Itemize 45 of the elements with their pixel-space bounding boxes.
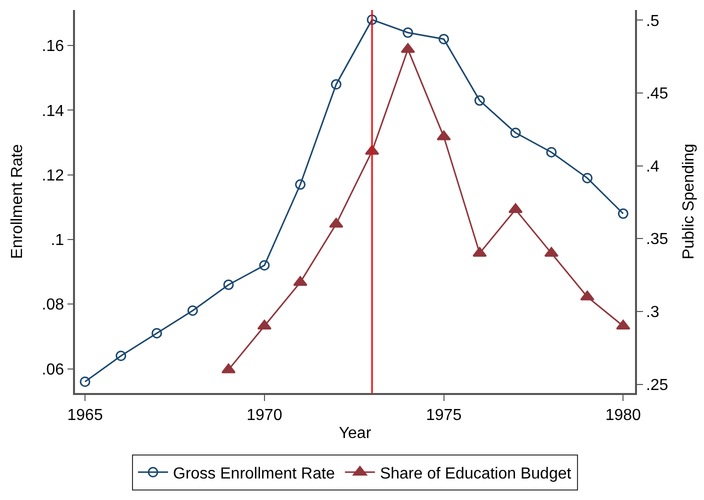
point (474, 95, 485, 106)
point (366, 14, 378, 25)
legend-label: Gross Enrollment Rate (173, 465, 335, 482)
y2-tick-label: .45 (646, 86, 668, 103)
point (221, 363, 236, 374)
point (582, 172, 593, 184)
point (116, 350, 126, 362)
point (508, 203, 523, 214)
point (295, 179, 306, 190)
y2-tick-label: .25 (646, 376, 668, 394)
point (402, 27, 414, 38)
y2-tick-label: .4 (646, 158, 660, 176)
y-tick-label: .16 (42, 38, 64, 56)
point (618, 208, 628, 219)
y-tick-label: .12 (42, 167, 64, 184)
point (187, 305, 198, 316)
y-tick-label: .14 (42, 102, 64, 120)
x-tick-label: 1970 (246, 406, 282, 424)
y2-tick-label: .5 (646, 12, 660, 30)
point (438, 34, 450, 44)
y2-axis-title: Public Spending (680, 144, 698, 260)
y-tick-label: .1 (50, 232, 64, 250)
y-axis-title: Enrollment Rate (9, 144, 26, 259)
point (329, 218, 344, 228)
point (472, 246, 487, 257)
point (436, 130, 451, 140)
point (544, 246, 559, 257)
point (546, 146, 557, 158)
point (223, 279, 234, 290)
y2-tick-label: .35 (646, 231, 668, 248)
legend-label: Share of Education Budget (380, 465, 572, 482)
y2-tick-label: .3 (646, 304, 660, 322)
point (80, 376, 90, 387)
point (616, 320, 630, 330)
y-tick-label: .08 (42, 296, 64, 314)
point (330, 79, 342, 90)
point (259, 260, 270, 271)
y-tick-label: .06 (42, 361, 64, 378)
x-tick-label: 1975 (426, 406, 462, 424)
x-tick-label: 1980 (605, 406, 642, 424)
x-tick-label: 1965 (67, 406, 103, 424)
point (510, 128, 521, 138)
point (152, 328, 162, 338)
x-axis-title: Year (338, 425, 372, 442)
point (257, 320, 272, 330)
